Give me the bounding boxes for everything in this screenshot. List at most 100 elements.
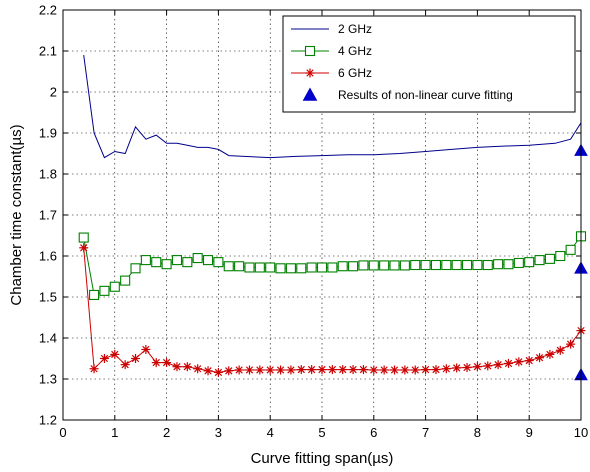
asterisk-marker — [514, 357, 524, 367]
square-marker — [109, 281, 120, 292]
square-marker — [399, 260, 410, 271]
square-marker — [555, 250, 566, 262]
asterisk-marker — [120, 360, 130, 370]
asterisk-marker — [400, 365, 410, 375]
x-tick-label: 7 — [422, 425, 429, 440]
y-tick-label: 1.9 — [39, 126, 57, 141]
asterisk-marker — [110, 349, 120, 359]
asterisk-marker — [379, 365, 389, 375]
asterisk-marker — [358, 365, 368, 375]
asterisk-marker — [213, 367, 223, 377]
square-marker — [275, 263, 286, 274]
square-marker — [358, 260, 369, 271]
square-marker — [482, 259, 493, 271]
series-line — [83, 55, 582, 159]
square-marker — [244, 262, 255, 273]
square-marker — [306, 262, 317, 273]
x-tick-label: 1 — [111, 425, 118, 440]
asterisk-marker — [151, 358, 161, 368]
square-marker — [420, 259, 431, 271]
series-2-ghz — [83, 55, 582, 159]
square-marker — [285, 263, 296, 274]
asterisk-marker — [305, 68, 315, 78]
asterisk-marker — [141, 344, 151, 354]
square-marker — [213, 257, 224, 268]
square-marker — [192, 253, 203, 264]
square-marker — [296, 263, 307, 274]
asterisk-marker — [296, 365, 306, 375]
x-tick-label: 6 — [370, 425, 377, 440]
square-marker — [161, 259, 172, 270]
y-tick-label: 2.1 — [39, 44, 57, 59]
asterisk-marker — [338, 365, 348, 375]
square-marker — [534, 255, 545, 266]
asterisk-marker — [131, 354, 141, 363]
square-marker — [493, 259, 504, 270]
legend-entry: 6 GHz — [291, 66, 372, 80]
asterisk-marker — [172, 362, 182, 372]
asterisk-marker — [234, 365, 244, 375]
asterisk-marker — [348, 365, 358, 375]
square-marker — [472, 259, 483, 271]
asterisk-marker — [421, 365, 431, 375]
x-tick-label: 3 — [215, 425, 222, 440]
square-marker — [140, 255, 151, 266]
y-tick-label: 1.2 — [39, 413, 57, 428]
asterisk-marker — [286, 365, 296, 375]
y-tick-label: 1.8 — [39, 167, 57, 182]
asterisk-marker — [441, 364, 451, 374]
series-layer — [78, 55, 588, 381]
y-tick-label: 1.7 — [39, 208, 57, 223]
asterisk-marker — [255, 365, 265, 375]
asterisk-marker — [307, 365, 317, 375]
square-marker — [223, 261, 234, 272]
asterisk-marker — [327, 365, 337, 375]
y-tick-label: 2.2 — [39, 3, 57, 18]
asterisk-marker — [545, 349, 555, 359]
asterisk-marker — [99, 354, 109, 363]
asterisk-marker — [203, 366, 213, 376]
square-marker — [337, 261, 348, 272]
legend-entry: 2 GHz — [291, 22, 372, 36]
square-marker — [99, 285, 110, 296]
square-marker — [348, 261, 359, 272]
x-tick-label: 0 — [59, 425, 66, 440]
square-marker — [461, 259, 473, 271]
asterisk-marker — [244, 365, 254, 375]
square-marker — [565, 244, 576, 255]
asterisk-marker — [162, 358, 172, 368]
square-marker — [513, 257, 524, 269]
series-6-ghz — [79, 243, 586, 377]
legend-entry: 4 GHz — [291, 44, 372, 58]
asterisk-marker — [410, 365, 420, 375]
square-marker — [89, 289, 100, 301]
square-marker — [151, 257, 162, 268]
x-tick-label: 9 — [526, 425, 533, 440]
square-marker — [389, 260, 400, 271]
y-tick-label: 2 — [50, 85, 57, 100]
x-tick-label: 4 — [267, 425, 274, 440]
triangle-marker — [302, 87, 318, 101]
asterisk-marker — [472, 362, 482, 372]
asterisk-marker — [79, 243, 89, 253]
square-marker — [327, 262, 338, 273]
square-marker — [368, 260, 379, 271]
square-marker — [441, 259, 452, 271]
legend-box — [282, 15, 576, 113]
asterisk-marker — [483, 361, 493, 371]
asterisk-marker — [182, 362, 192, 372]
square-marker — [410, 259, 421, 271]
asterisk-marker — [462, 363, 472, 373]
ticks: 0 1 2 3 4 5 6 7 8 9 10 1.2 1.3 1.4 1.5 1.6 1.7 1.8 1.9 2 2.1… — [39, 3, 588, 441]
asterisk-marker — [431, 365, 441, 375]
y-tick-label: 1.3 — [39, 372, 57, 387]
x-tick-label: 10 — [574, 425, 588, 440]
asterisk-marker — [369, 365, 379, 375]
y-tick-label: 1.5 — [39, 290, 57, 305]
asterisk-marker — [555, 345, 565, 355]
asterisk-marker — [224, 366, 234, 376]
asterisk-marker — [317, 365, 327, 375]
asterisk-marker — [452, 363, 462, 373]
square-marker — [254, 262, 265, 273]
